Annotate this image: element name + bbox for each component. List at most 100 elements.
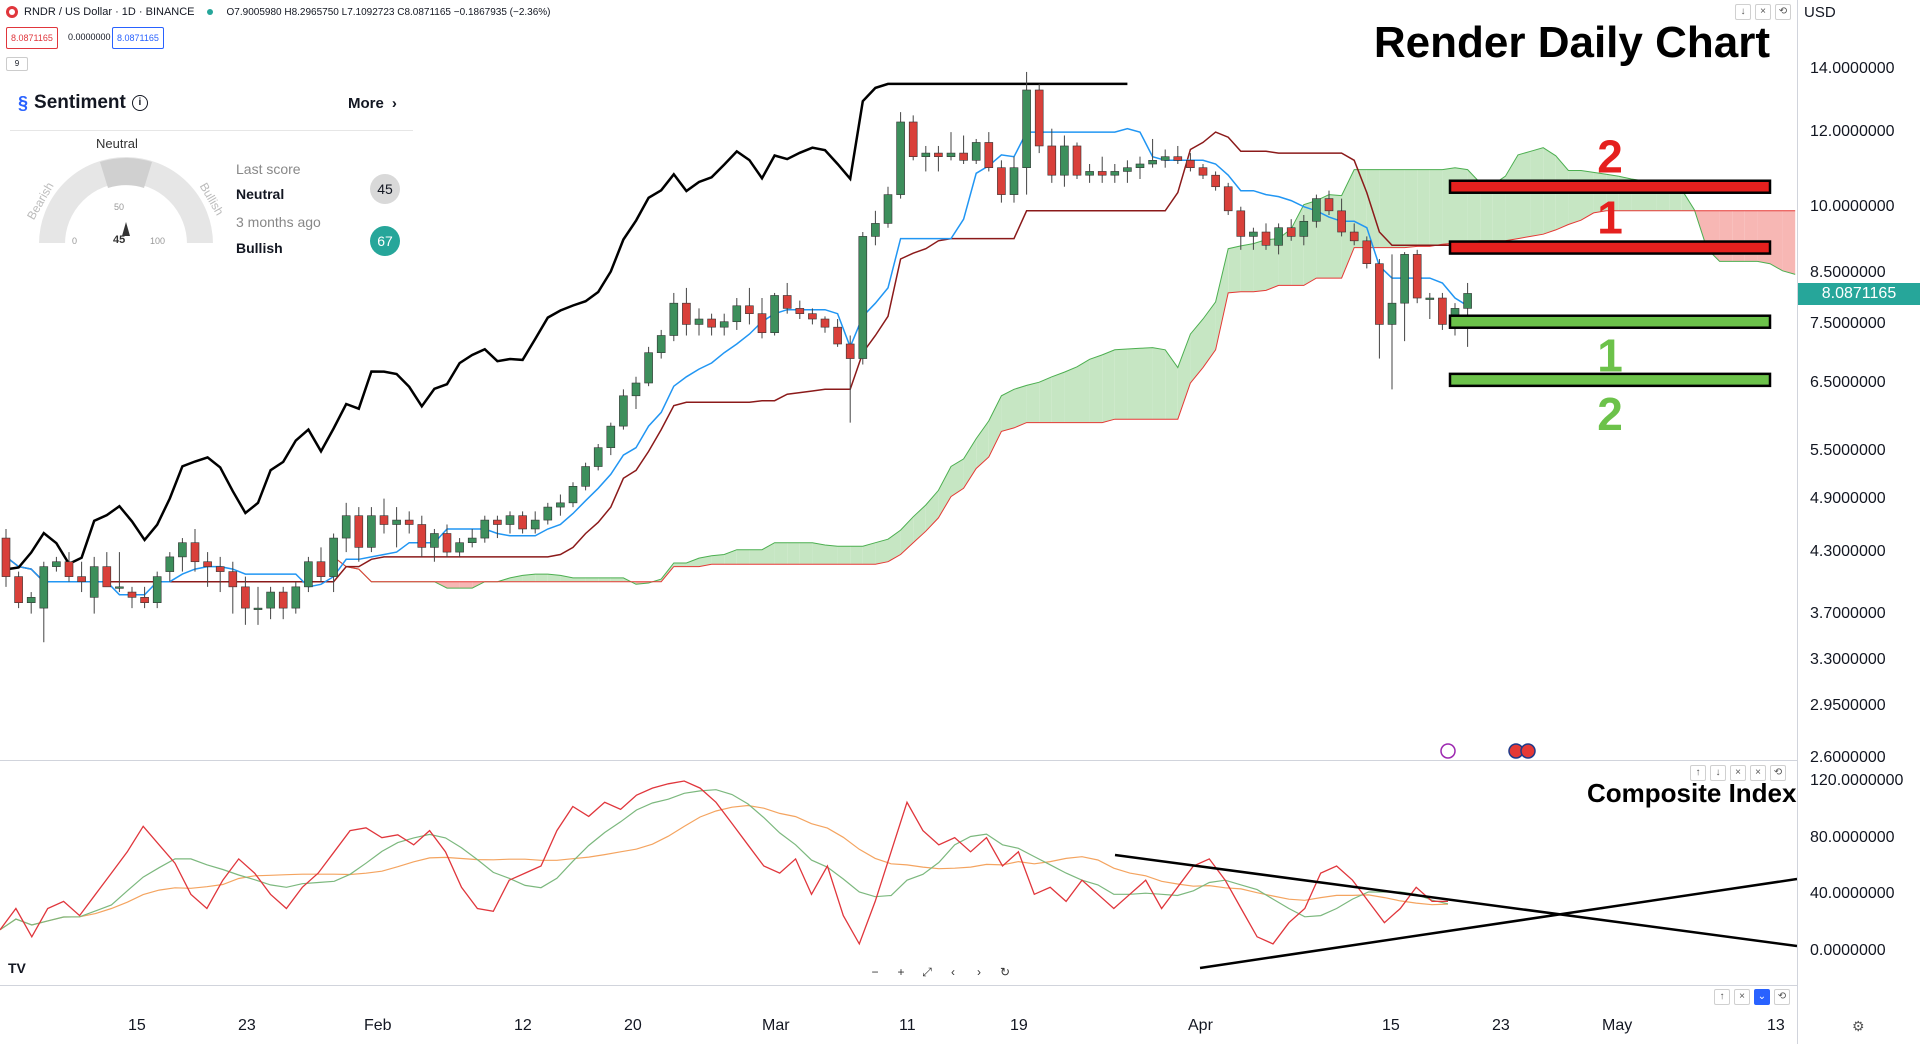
cloud-segment: [1240, 243, 1254, 292]
candle-body: [1324, 198, 1334, 212]
candle-body: [278, 591, 288, 609]
candle-body: [606, 425, 616, 448]
currency-label[interactable]: USD: [1804, 4, 1836, 21]
restore-icon[interactable]: ⟲: [1774, 989, 1790, 1005]
cloud-segment: [1001, 389, 1014, 432]
settings-icon[interactable]: ⚙: [1852, 1018, 1865, 1034]
close-icon[interactable]: ×: [1750, 765, 1766, 781]
resistance-label-2: 2: [1597, 131, 1623, 183]
collapse-icon[interactable]: ⌄: [1754, 989, 1770, 1005]
candle-body: [1123, 167, 1132, 172]
composite-tick: 40.0000000: [1810, 885, 1895, 903]
candle-body: [971, 142, 981, 161]
ichimoku-cloud: [333, 147, 1796, 589]
buy-price-button[interactable]: 8.0871165: [112, 27, 164, 49]
candle-body: [694, 318, 704, 325]
candle-body: [304, 561, 313, 588]
reset-icon[interactable]: ↻: [999, 965, 1011, 979]
cloud-segment: [988, 395, 1002, 457]
candle-body: [354, 515, 364, 548]
last-price-label: 8.0871165: [1798, 283, 1920, 305]
cloud-segment: [1770, 210, 1783, 271]
resistance-label-1: 1: [1597, 192, 1623, 244]
price-tick: 6.5000000: [1810, 374, 1886, 391]
arrow-up-icon[interactable]: ↑: [1690, 765, 1706, 781]
tradingview-logo-icon[interactable]: TV: [8, 960, 26, 976]
candle-body: [644, 352, 653, 384]
candle-body: [505, 515, 515, 525]
market-status-icon: [206, 9, 213, 15]
gauge-needle-icon: [122, 222, 130, 236]
close-icon[interactable]: ×: [1755, 4, 1771, 20]
price-tick: 5.5000000: [1810, 442, 1886, 460]
time-tick: 12: [514, 1017, 532, 1034]
pane-controls: ↓ × ⟲: [1735, 4, 1791, 20]
arrow-down-icon[interactable]: ↓: [1735, 4, 1751, 20]
candle-body: [1337, 210, 1346, 233]
zoom-in-icon[interactable]: +: [897, 965, 905, 979]
fit-icon[interactable]: ⤢: [922, 965, 932, 979]
candle-body: [959, 152, 968, 161]
candle-body: [719, 321, 729, 328]
more-link[interactable]: More ›: [348, 95, 397, 112]
cloud-segment: [1089, 354, 1103, 423]
resistance-level-2: [1448, 179, 1772, 194]
composite-index-pane[interactable]: [0, 761, 1797, 985]
price-tick: 3.7000000: [1810, 604, 1886, 622]
indicator-collapse-button[interactable]: 9: [6, 57, 28, 71]
ohlc-values: O7.9005980 H8.2965750 L7.1092723 C8.0871…: [226, 6, 551, 18]
cloud-segment: [1177, 334, 1191, 420]
trendline-upper[interactable]: [1114, 853, 1797, 948]
candle-body: [215, 566, 225, 572]
cloud-segment: [1392, 169, 1405, 248]
scroll-right-icon[interactable]: ›: [977, 965, 981, 979]
symbol-label[interactable]: RNDR / US Dollar · 1D · BINANCE: [24, 6, 195, 18]
candle-body: [39, 566, 49, 609]
chevron-right-icon: ›: [391, 95, 397, 112]
candle-body: [190, 542, 200, 563]
candle-body: [1349, 231, 1359, 242]
candle-body: [392, 519, 401, 525]
cloud-segment: [875, 539, 888, 565]
prev-score-badge: 67: [370, 226, 400, 256]
cloud-segment: [510, 575, 523, 582]
close-icon[interactable]: ×: [1734, 989, 1750, 1005]
cloud-segment: [1480, 182, 1493, 241]
cloud-segment: [686, 558, 699, 567]
candle-body: [367, 515, 376, 548]
cloud-segment: [812, 542, 825, 565]
us-flag-icon[interactable]: [1520, 743, 1536, 759]
restore-icon[interactable]: ⟲: [1770, 765, 1786, 781]
arrow-up-icon[interactable]: ↑: [1714, 989, 1730, 1005]
scroll-left-icon[interactable]: ‹: [951, 965, 955, 979]
senkou-span-b: [333, 210, 1796, 583]
cloud-segment: [1014, 385, 1027, 428]
info-icon[interactable]: i: [131, 95, 148, 111]
cloud-segment: [1455, 167, 1468, 244]
gauge-mid: 50: [114, 202, 125, 212]
cloud-segment: [1064, 366, 1077, 423]
gauge-neutral-label: Neutral: [96, 136, 138, 151]
trendline-lower[interactable]: [1199, 877, 1797, 970]
cloud-segment: [1190, 319, 1203, 384]
cloud-segment: [1127, 348, 1140, 420]
sell-price-button[interactable]: 8.0871165: [6, 27, 58, 49]
zoom-out-icon[interactable]: −: [871, 965, 879, 979]
candle-body: [984, 142, 994, 168]
candle-body: [770, 295, 779, 334]
render-logo-icon: [6, 6, 18, 18]
cloud-segment: [1379, 169, 1392, 248]
arrow-down-icon[interactable]: ↓: [1710, 765, 1726, 781]
candle-body: [127, 591, 137, 598]
restore-icon[interactable]: ⟲: [1775, 4, 1791, 20]
cloud-segment: [862, 542, 876, 565]
event-lightning-icon[interactable]: [1440, 743, 1456, 759]
close-icon[interactable]: ×: [1730, 765, 1746, 781]
event-icons[interactable]: [1440, 743, 1536, 759]
candle-body: [1173, 156, 1183, 161]
pane-divider[interactable]: [0, 760, 1797, 761]
cloud-segment: [963, 438, 977, 489]
price-tick: 2.6000000: [1810, 749, 1886, 766]
candle-body: [556, 502, 565, 508]
